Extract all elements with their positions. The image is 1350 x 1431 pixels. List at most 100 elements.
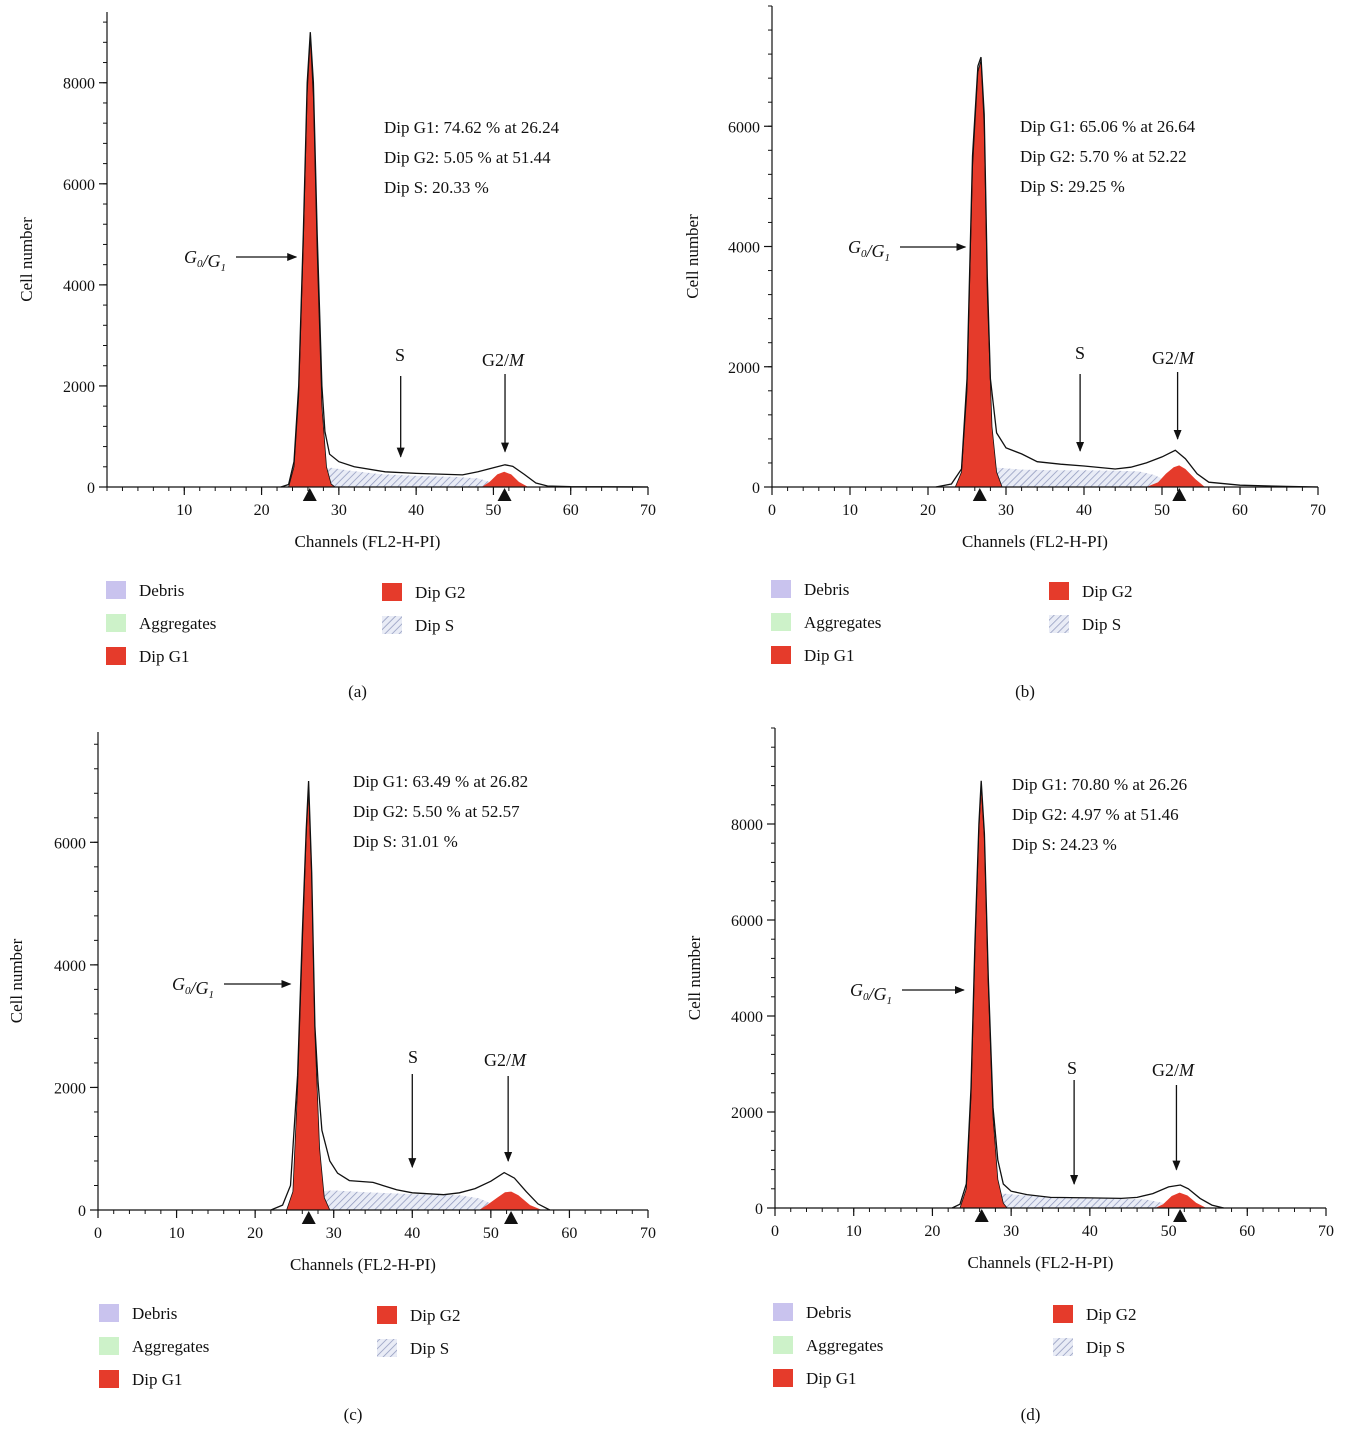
g0-g1-label: G0/G1 — [172, 974, 214, 1001]
x-tick-label: 10 — [842, 502, 858, 519]
legend-swatch — [771, 646, 791, 664]
y-axis-label: Cell number — [683, 214, 702, 299]
y-axis-label: Cell number — [685, 935, 704, 1020]
histogram-line — [951, 780, 1224, 1209]
legend: Debris Aggregates Dip G1 Dip G2 Dip S — [771, 580, 1133, 665]
legend: Debris Aggregates Dip G1 Dip G2 Dip S — [106, 581, 466, 666]
stat-line: Dip G2: 4.97 % at 51.46 — [1012, 805, 1179, 824]
legend-label: Aggregates — [804, 613, 881, 632]
x-axis-label: Channels (FL2-H-PI) — [968, 1253, 1114, 1272]
legend-swatch — [773, 1336, 793, 1354]
x-tick-label: 40 — [408, 502, 424, 519]
x-axis-label: Channels (FL2-H-PI) — [295, 532, 441, 551]
x-tick-label: 60 — [563, 502, 579, 519]
x-tick-label: 50 — [483, 1225, 499, 1242]
y-tick-label: 0 — [87, 480, 95, 497]
legend-label: Debris — [132, 1304, 177, 1323]
legend-swatch — [771, 580, 791, 598]
g0-g1-label: G0/G1 — [850, 980, 892, 1007]
y-tick-label: 4000 — [728, 240, 760, 257]
x-tick-label: 60 — [1239, 1223, 1255, 1240]
legend-swatch — [1049, 615, 1069, 633]
x-tick-label: 70 — [640, 502, 656, 519]
dip-s-area — [979, 1193, 1177, 1208]
peak-marker — [972, 488, 987, 501]
legend-label: Dip G1 — [139, 647, 190, 666]
g0-g1-label: G0/G1 — [848, 237, 890, 264]
stat-line: Dip G1: 70.80 % at 26.26 — [1012, 775, 1187, 794]
s-phase-label: S — [1075, 343, 1085, 363]
x-tick-label: 30 — [326, 1225, 342, 1242]
dip-s-area — [307, 467, 505, 487]
y-tick-label: 0 — [752, 480, 760, 497]
chart-panel-3: 0 10 20 30 40 50 60 70 0 2000 4000 6000 8000 Channels… — [685, 727, 1334, 1424]
legend-swatch — [1053, 1305, 1073, 1323]
s-phase-label: S — [1067, 1058, 1077, 1078]
legend-label: Aggregates — [132, 1337, 209, 1356]
x-tick-label: 50 — [1154, 502, 1170, 519]
legend-swatch — [377, 1339, 397, 1357]
peak-marker — [497, 488, 512, 501]
x-tick-label: 70 — [640, 1225, 656, 1242]
y-tick-label: 6000 — [728, 119, 760, 136]
legend-swatch — [106, 581, 126, 599]
legend-label: Dip G1 — [132, 1370, 183, 1389]
legend-swatch — [377, 1306, 397, 1324]
y-tick-label: 6000 — [63, 177, 95, 194]
y-tick-label: 2000 — [63, 379, 95, 396]
x-tick-label: 70 — [1310, 502, 1326, 519]
y-tick-label: 0 — [78, 1203, 86, 1220]
legend: Debris Aggregates Dip G1 Dip G2 Dip S — [773, 1303, 1137, 1388]
stat-line: Dip S: 29.25 % — [1020, 177, 1125, 196]
x-tick-label: 10 — [846, 1223, 862, 1240]
s-phase-label: S — [408, 1047, 418, 1067]
legend: Debris Aggregates Dip G1 Dip G2 Dip S — [99, 1304, 461, 1389]
x-tick-label: 60 — [561, 1225, 577, 1242]
legend-swatch — [773, 1303, 793, 1321]
legend-label: Aggregates — [139, 614, 216, 633]
x-tick-label: 40 — [1082, 1223, 1098, 1240]
legend-label: Dip G1 — [804, 646, 855, 665]
y-tick-label: 4000 — [731, 1009, 763, 1026]
g2-m-label: G2/M — [1152, 1060, 1195, 1080]
legend-label: Dip S — [1086, 1338, 1125, 1357]
legend-label: Debris — [804, 580, 849, 599]
chart-panel-0: 10 20 30 40 50 60 70 0 2000 4000 6000 8000 Channels … — [17, 12, 656, 701]
legend-label: Aggregates — [806, 1336, 883, 1355]
histogram-line — [935, 56, 1319, 488]
stat-line: Dip G1: 74.62 % at 26.24 — [384, 118, 560, 137]
legend-swatch — [382, 583, 402, 601]
y-tick-label: 2000 — [731, 1105, 763, 1122]
stat-line: Dip G2: 5.70 % at 52.22 — [1020, 147, 1187, 166]
legend-label: Dip G2 — [1082, 582, 1133, 601]
peak-marker — [974, 1209, 989, 1222]
chart-panel-2: 0 10 20 30 40 50 60 70 0 2000 4000 6000 Channels (FL… — [7, 732, 656, 1424]
x-tick-label: 40 — [404, 1225, 420, 1242]
y-tick-label: 8000 — [63, 76, 95, 93]
legend-swatch — [99, 1370, 119, 1388]
peak-marker — [301, 1211, 316, 1224]
histogram-line — [270, 780, 551, 1211]
peak-marker — [1172, 488, 1187, 501]
x-tick-label: 20 — [247, 1225, 263, 1242]
legend-label: Dip S — [410, 1339, 449, 1358]
s-phase-label: S — [395, 345, 405, 365]
stat-line: Dip S: 20.33 % — [384, 178, 489, 197]
panel-caption: (a) — [348, 682, 367, 701]
dip-g2-area — [1155, 1192, 1207, 1208]
legend-label: Dip G2 — [1086, 1305, 1137, 1324]
x-tick-label: 20 — [254, 502, 270, 519]
dip-g2-area — [1146, 465, 1205, 487]
x-tick-label: 30 — [998, 502, 1014, 519]
g2-m-label: G2/M — [1152, 348, 1195, 368]
y-tick-label: 2000 — [728, 360, 760, 377]
g0-g1-label: G0/G1 — [184, 247, 226, 274]
legend-swatch — [99, 1337, 119, 1355]
legend-label: Dip G2 — [410, 1306, 461, 1325]
x-tick-label: 0 — [94, 1225, 102, 1242]
x-tick-label: 60 — [1232, 502, 1248, 519]
legend-label: Dip S — [415, 616, 454, 635]
y-tick-label: 4000 — [54, 958, 86, 975]
x-tick-label: 30 — [1003, 1223, 1019, 1240]
